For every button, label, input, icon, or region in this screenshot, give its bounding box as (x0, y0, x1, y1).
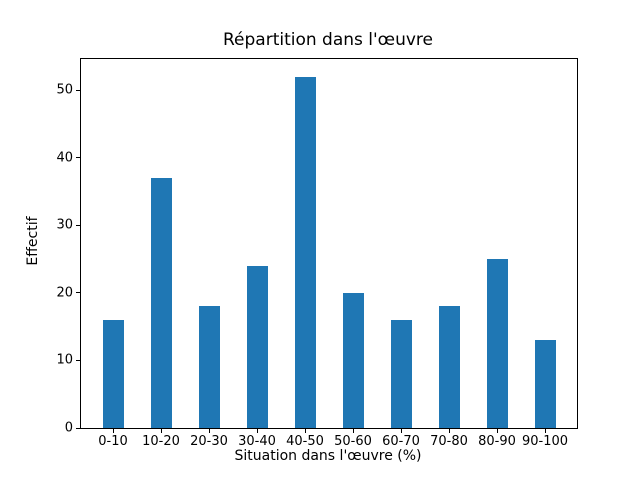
bar-20-30 (198, 306, 220, 428)
y-tick-label: 10 (56, 352, 73, 368)
y-tick-label: 30 (56, 217, 73, 233)
x-tick-label: 80-90 (478, 434, 516, 449)
y-tick-mark (76, 224, 80, 226)
y-tick-mark (76, 292, 80, 294)
bar-0-10 (102, 319, 124, 428)
bar-50-60 (342, 292, 364, 428)
x-tick-label: 20-30 (190, 434, 228, 449)
y-axis-label: Effectif (25, 216, 41, 266)
x-tick-mark (112, 429, 114, 433)
y-tick-label: 0 (64, 420, 73, 436)
chart-title: Répartition dans l'œuvre (222, 30, 433, 50)
x-tick-mark (352, 429, 354, 433)
x-tick-label: 10-20 (142, 434, 180, 449)
y-tick-mark (76, 89, 80, 91)
x-tick-mark (208, 429, 210, 433)
x-axis-label: Situation dans l'œuvre (%) (234, 448, 422, 464)
x-tick-mark (304, 429, 306, 433)
x-tick-mark (544, 429, 546, 433)
x-tick-mark (256, 429, 258, 433)
y-tick-mark (76, 359, 80, 361)
x-tick-label: 90-100 (521, 434, 569, 449)
x-tick-label: 40-50 (286, 434, 324, 449)
bar-10-20 (150, 177, 172, 428)
x-tick-label: 0-10 (98, 434, 128, 449)
x-tick-label: 30-40 (238, 434, 276, 449)
y-tick-label: 50 (56, 82, 73, 98)
x-tick-mark (448, 429, 450, 433)
plot-area: 0 10 20 30 40 50 0-10 10-20 20-30 30-40 40-50 50-60… (56, 58, 578, 449)
bar-60-70 (390, 319, 412, 428)
y-tick-label: 40 (56, 150, 73, 166)
y-tick-mark (76, 157, 80, 159)
bar-30-40 (246, 265, 268, 428)
x-tick-mark (400, 429, 402, 433)
bar-70-80 (438, 306, 460, 428)
x-tick-label: 50-60 (334, 434, 372, 449)
x-tick-label: 60-70 (382, 434, 420, 449)
bar-80-90 (486, 259, 508, 428)
y-tick-mark (76, 427, 80, 429)
x-tick-mark (496, 429, 498, 433)
y-tick-label: 20 (56, 285, 73, 301)
bar-40-50 (294, 76, 316, 428)
x-tick-mark (160, 429, 162, 433)
x-tick-label: 70-80 (430, 434, 468, 449)
bar-90-100 (534, 340, 556, 428)
